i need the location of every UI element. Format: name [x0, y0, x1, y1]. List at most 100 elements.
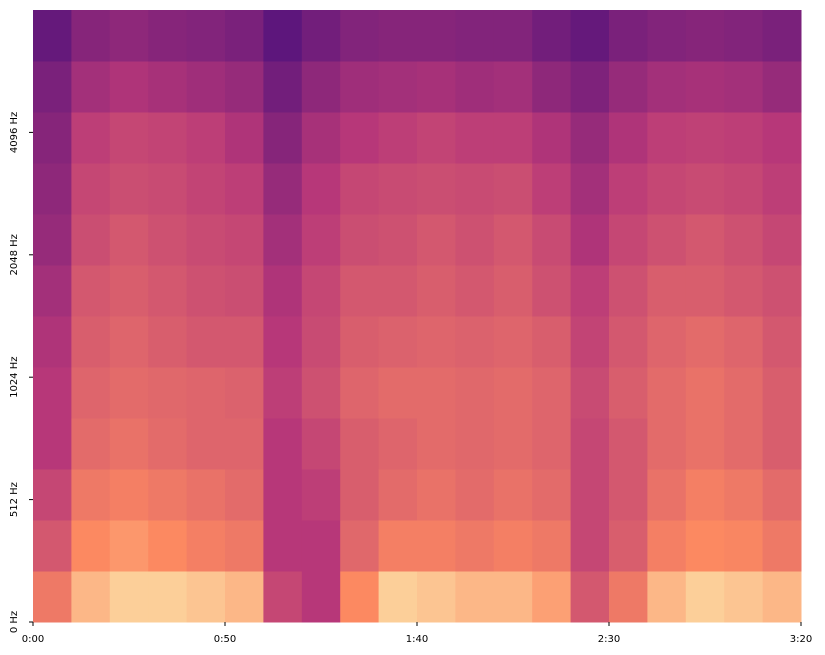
cell — [340, 214, 380, 266]
cell — [109, 520, 149, 572]
cell — [647, 418, 687, 470]
x-tick-label: 2:30 — [598, 634, 620, 645]
cell — [263, 571, 303, 623]
cell — [186, 571, 226, 623]
cell — [33, 265, 72, 317]
cell — [532, 214, 572, 266]
cell — [685, 418, 725, 470]
cell — [225, 61, 264, 113]
cell — [263, 520, 303, 572]
cell — [455, 112, 495, 164]
cell — [685, 265, 725, 317]
cell — [186, 520, 226, 572]
cell — [532, 10, 572, 62]
cell — [71, 112, 111, 164]
cell — [570, 571, 610, 623]
cell — [724, 10, 764, 62]
cell — [570, 316, 610, 368]
cell — [647, 214, 687, 266]
cell — [186, 112, 226, 164]
cell — [685, 112, 725, 164]
cell — [724, 418, 764, 470]
cell — [647, 112, 687, 164]
cell — [378, 571, 418, 623]
cell — [762, 112, 802, 164]
cell — [109, 214, 149, 266]
cell — [724, 214, 764, 266]
cell — [609, 367, 648, 419]
cell — [378, 265, 418, 317]
cell — [685, 163, 725, 215]
cell — [71, 10, 111, 62]
cell — [225, 112, 264, 164]
cell — [455, 520, 495, 572]
cell — [186, 61, 226, 113]
cell — [647, 10, 687, 62]
cell — [532, 112, 572, 164]
cell — [301, 367, 341, 419]
cell — [417, 367, 456, 419]
cell — [647, 265, 687, 317]
cell — [762, 571, 802, 623]
cell — [455, 418, 495, 470]
cell — [724, 112, 764, 164]
x-tick-label: 0:50 — [214, 634, 236, 645]
cell — [532, 418, 572, 470]
cell — [685, 367, 725, 419]
cell — [301, 418, 341, 470]
cell — [186, 469, 226, 521]
cell — [225, 520, 264, 572]
cell — [33, 418, 72, 470]
cell — [647, 61, 687, 113]
cell — [570, 367, 610, 419]
x-tick-label: 3:20 — [790, 634, 812, 645]
cell — [685, 61, 725, 113]
cell — [570, 61, 610, 113]
cell — [724, 571, 764, 623]
cell — [724, 469, 764, 521]
cell — [570, 10, 610, 62]
cell — [378, 367, 418, 419]
cell — [762, 418, 802, 470]
cell — [417, 571, 456, 623]
cell — [493, 316, 533, 368]
cell — [109, 112, 149, 164]
cell — [340, 367, 380, 419]
cell — [225, 367, 264, 419]
cell — [33, 520, 72, 572]
cell — [109, 571, 149, 623]
cell — [33, 10, 72, 62]
x-tick-label: 1:40 — [406, 634, 428, 645]
cell — [301, 520, 341, 572]
cell — [455, 571, 495, 623]
cell — [33, 571, 72, 623]
cell — [493, 520, 533, 572]
cell — [570, 112, 610, 164]
cell — [225, 214, 264, 266]
cell — [225, 265, 264, 317]
cell — [340, 418, 380, 470]
cell — [148, 265, 188, 317]
cell — [724, 367, 764, 419]
cell — [109, 10, 149, 62]
cell — [724, 61, 764, 113]
cell — [263, 214, 303, 266]
cell — [647, 367, 687, 419]
cell — [570, 520, 610, 572]
cell — [263, 112, 303, 164]
cell — [340, 163, 380, 215]
cell — [455, 163, 495, 215]
cell — [148, 316, 188, 368]
cell — [301, 316, 341, 368]
cell — [71, 214, 111, 266]
cell — [493, 112, 533, 164]
cell — [301, 61, 341, 113]
cell — [378, 469, 418, 521]
cell — [685, 316, 725, 368]
cell — [609, 316, 648, 368]
cell — [417, 112, 456, 164]
cell — [762, 367, 802, 419]
cell — [455, 10, 495, 62]
cell — [532, 520, 572, 572]
cell — [417, 316, 456, 368]
